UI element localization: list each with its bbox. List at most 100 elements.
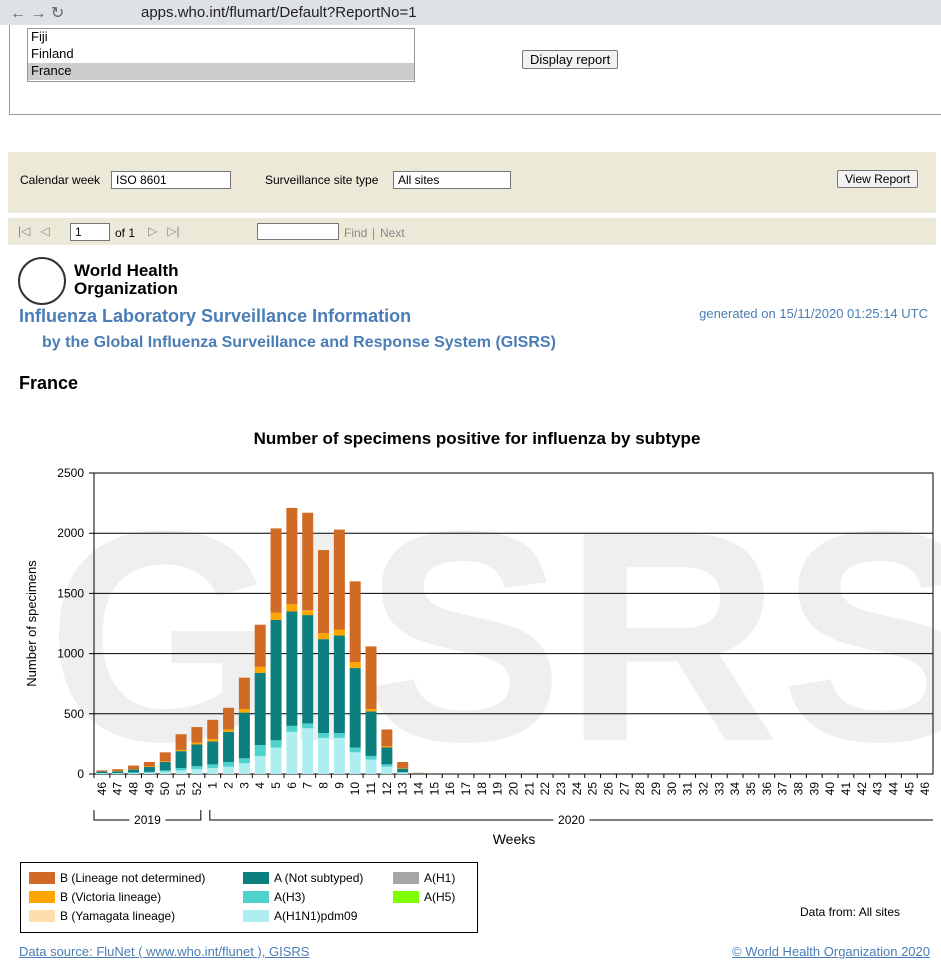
bar-segment: [143, 767, 155, 772]
bar-segment: [365, 708, 377, 712]
x-tick-label: 12: [380, 782, 394, 796]
bar-segment: [238, 712, 250, 759]
bar-segment: [128, 769, 140, 773]
report-subtitle: by the Global Influenza Surveillance and…: [42, 334, 556, 351]
bar-segment: [128, 772, 140, 774]
x-tick-label: 29: [649, 782, 663, 796]
calendar-label: Calendar week: [20, 173, 101, 187]
report-toolbar: |◁ ◁ 1 of 1 ▷ ▷| Find | Next: [8, 218, 936, 245]
bar-segment: [286, 507, 298, 605]
find-link[interactable]: Find: [344, 226, 368, 240]
y-axis-label: Number of specimens: [24, 560, 39, 687]
bar-segment: [333, 737, 345, 774]
x-tick-label: 16: [443, 782, 457, 796]
bar-segment: [365, 646, 377, 709]
bar-segment: [333, 635, 345, 734]
site-select[interactable]: All sites: [393, 171, 511, 189]
bar-segment: [238, 708, 250, 713]
legend-label: A (Not subtyped): [274, 871, 364, 885]
x-tick-label: 6: [285, 782, 299, 789]
list-item[interactable]: Fiji: [31, 29, 48, 44]
x-tick-label: 35: [744, 782, 758, 796]
x-tick-label: 9: [332, 782, 346, 789]
x-tick-label: 28: [633, 782, 647, 796]
legend-swatch: [393, 891, 419, 903]
bar-segment: [318, 639, 330, 734]
page-input[interactable]: 1: [70, 223, 110, 241]
bar-segment: [397, 768, 409, 773]
legend-item: B (Victoria lineage): [29, 890, 161, 904]
bar-segment: [333, 733, 345, 738]
url[interactable]: apps.who.int/flumart/Default?ReportNo=1: [141, 4, 417, 21]
bar-segment: [254, 755, 266, 774]
legend-label: A(H3): [274, 890, 306, 904]
y-tick-label: 500: [64, 707, 84, 721]
bar-segment: [112, 771, 124, 774]
x-tick-label: 23: [554, 782, 568, 796]
display-button[interactable]: Display report: [522, 50, 619, 69]
find-input[interactable]: [257, 223, 339, 240]
bar-segment: [270, 740, 282, 748]
legend-swatch: [29, 891, 55, 903]
x-tick-label: 8: [317, 782, 331, 789]
bar-segment: [302, 512, 314, 611]
legend-swatch: [243, 910, 269, 922]
y-tick-label: 2000: [57, 526, 84, 540]
selection-panel: Fiji Finland France Display report: [9, 25, 941, 115]
bar-segment: [413, 773, 425, 774]
x-tick-label: 45: [902, 782, 916, 796]
nav-arrows-next[interactable]: ▷ ▷|: [148, 224, 180, 238]
bar-segment: [143, 772, 155, 774]
x-tick-label: 38: [791, 782, 805, 796]
country-list[interactable]: Fiji Finland France: [27, 28, 415, 82]
next-link[interactable]: Next: [380, 226, 405, 240]
nav-arrows[interactable]: |◁ ◁: [18, 224, 50, 238]
bar-segment: [286, 731, 298, 774]
x-tick-label: 52: [190, 782, 204, 796]
bar-segment: [270, 612, 282, 620]
x-tick-label: 3: [237, 782, 251, 789]
bar-segment: [143, 761, 155, 767]
view-report-button[interactable]: View Report: [837, 170, 919, 188]
legend-swatch: [393, 872, 419, 884]
list-item[interactable]: Finland: [31, 46, 74, 61]
legend-item: B (Lineage not determined): [29, 871, 205, 885]
x-tick-label: 21: [522, 782, 536, 796]
x-tick-label: 18: [475, 782, 489, 796]
x-tick-label: 34: [728, 782, 742, 796]
bar-segment: [318, 733, 330, 738]
bar-segment: [270, 528, 282, 613]
bar-segment: [159, 752, 171, 762]
bar-segment: [302, 610, 314, 616]
x-tick-label: 1: [206, 782, 220, 789]
bar-segment: [349, 747, 361, 753]
calendar-select[interactable]: ISO 8601: [111, 171, 231, 189]
bar-segment: [397, 772, 409, 774]
bar-segment: [333, 529, 345, 630]
legend-label: B (Lineage not determined): [60, 871, 206, 885]
y-tick-label: 1000: [57, 647, 84, 661]
bar-segment: [381, 746, 393, 748]
legend: A(H1N1)pdm09 A(H3) A (Not subtyped) A(H1) A(…: [20, 862, 478, 933]
x-tick-label: 32: [696, 782, 710, 796]
bar-segment: [159, 761, 171, 762]
year-bracket: [209, 810, 933, 821]
x-tick-label: 4: [253, 782, 267, 789]
bar-segment: [286, 725, 298, 732]
x-tick-label: 2: [222, 782, 236, 789]
nav-icons[interactable]: ← → ↻: [10, 5, 65, 22]
x-tick-label: 41: [839, 782, 853, 796]
bar-segment: [254, 672, 266, 746]
list-item[interactable]: France: [28, 63, 414, 80]
bar-segment: [143, 771, 155, 773]
bar-segment: [349, 662, 361, 669]
copyright-link[interactable]: © World Health Organization 2020: [732, 944, 930, 959]
x-tick-label: 25: [586, 782, 600, 796]
source-link[interactable]: Data source: FluNet ( www.who.int/flunet…: [19, 944, 310, 959]
x-tick-label: 49: [142, 782, 156, 796]
bar-segment: [397, 761, 409, 768]
bar-segment: [349, 668, 361, 748]
page-count: of 1: [115, 226, 136, 240]
x-tick-label: 46: [95, 782, 109, 796]
